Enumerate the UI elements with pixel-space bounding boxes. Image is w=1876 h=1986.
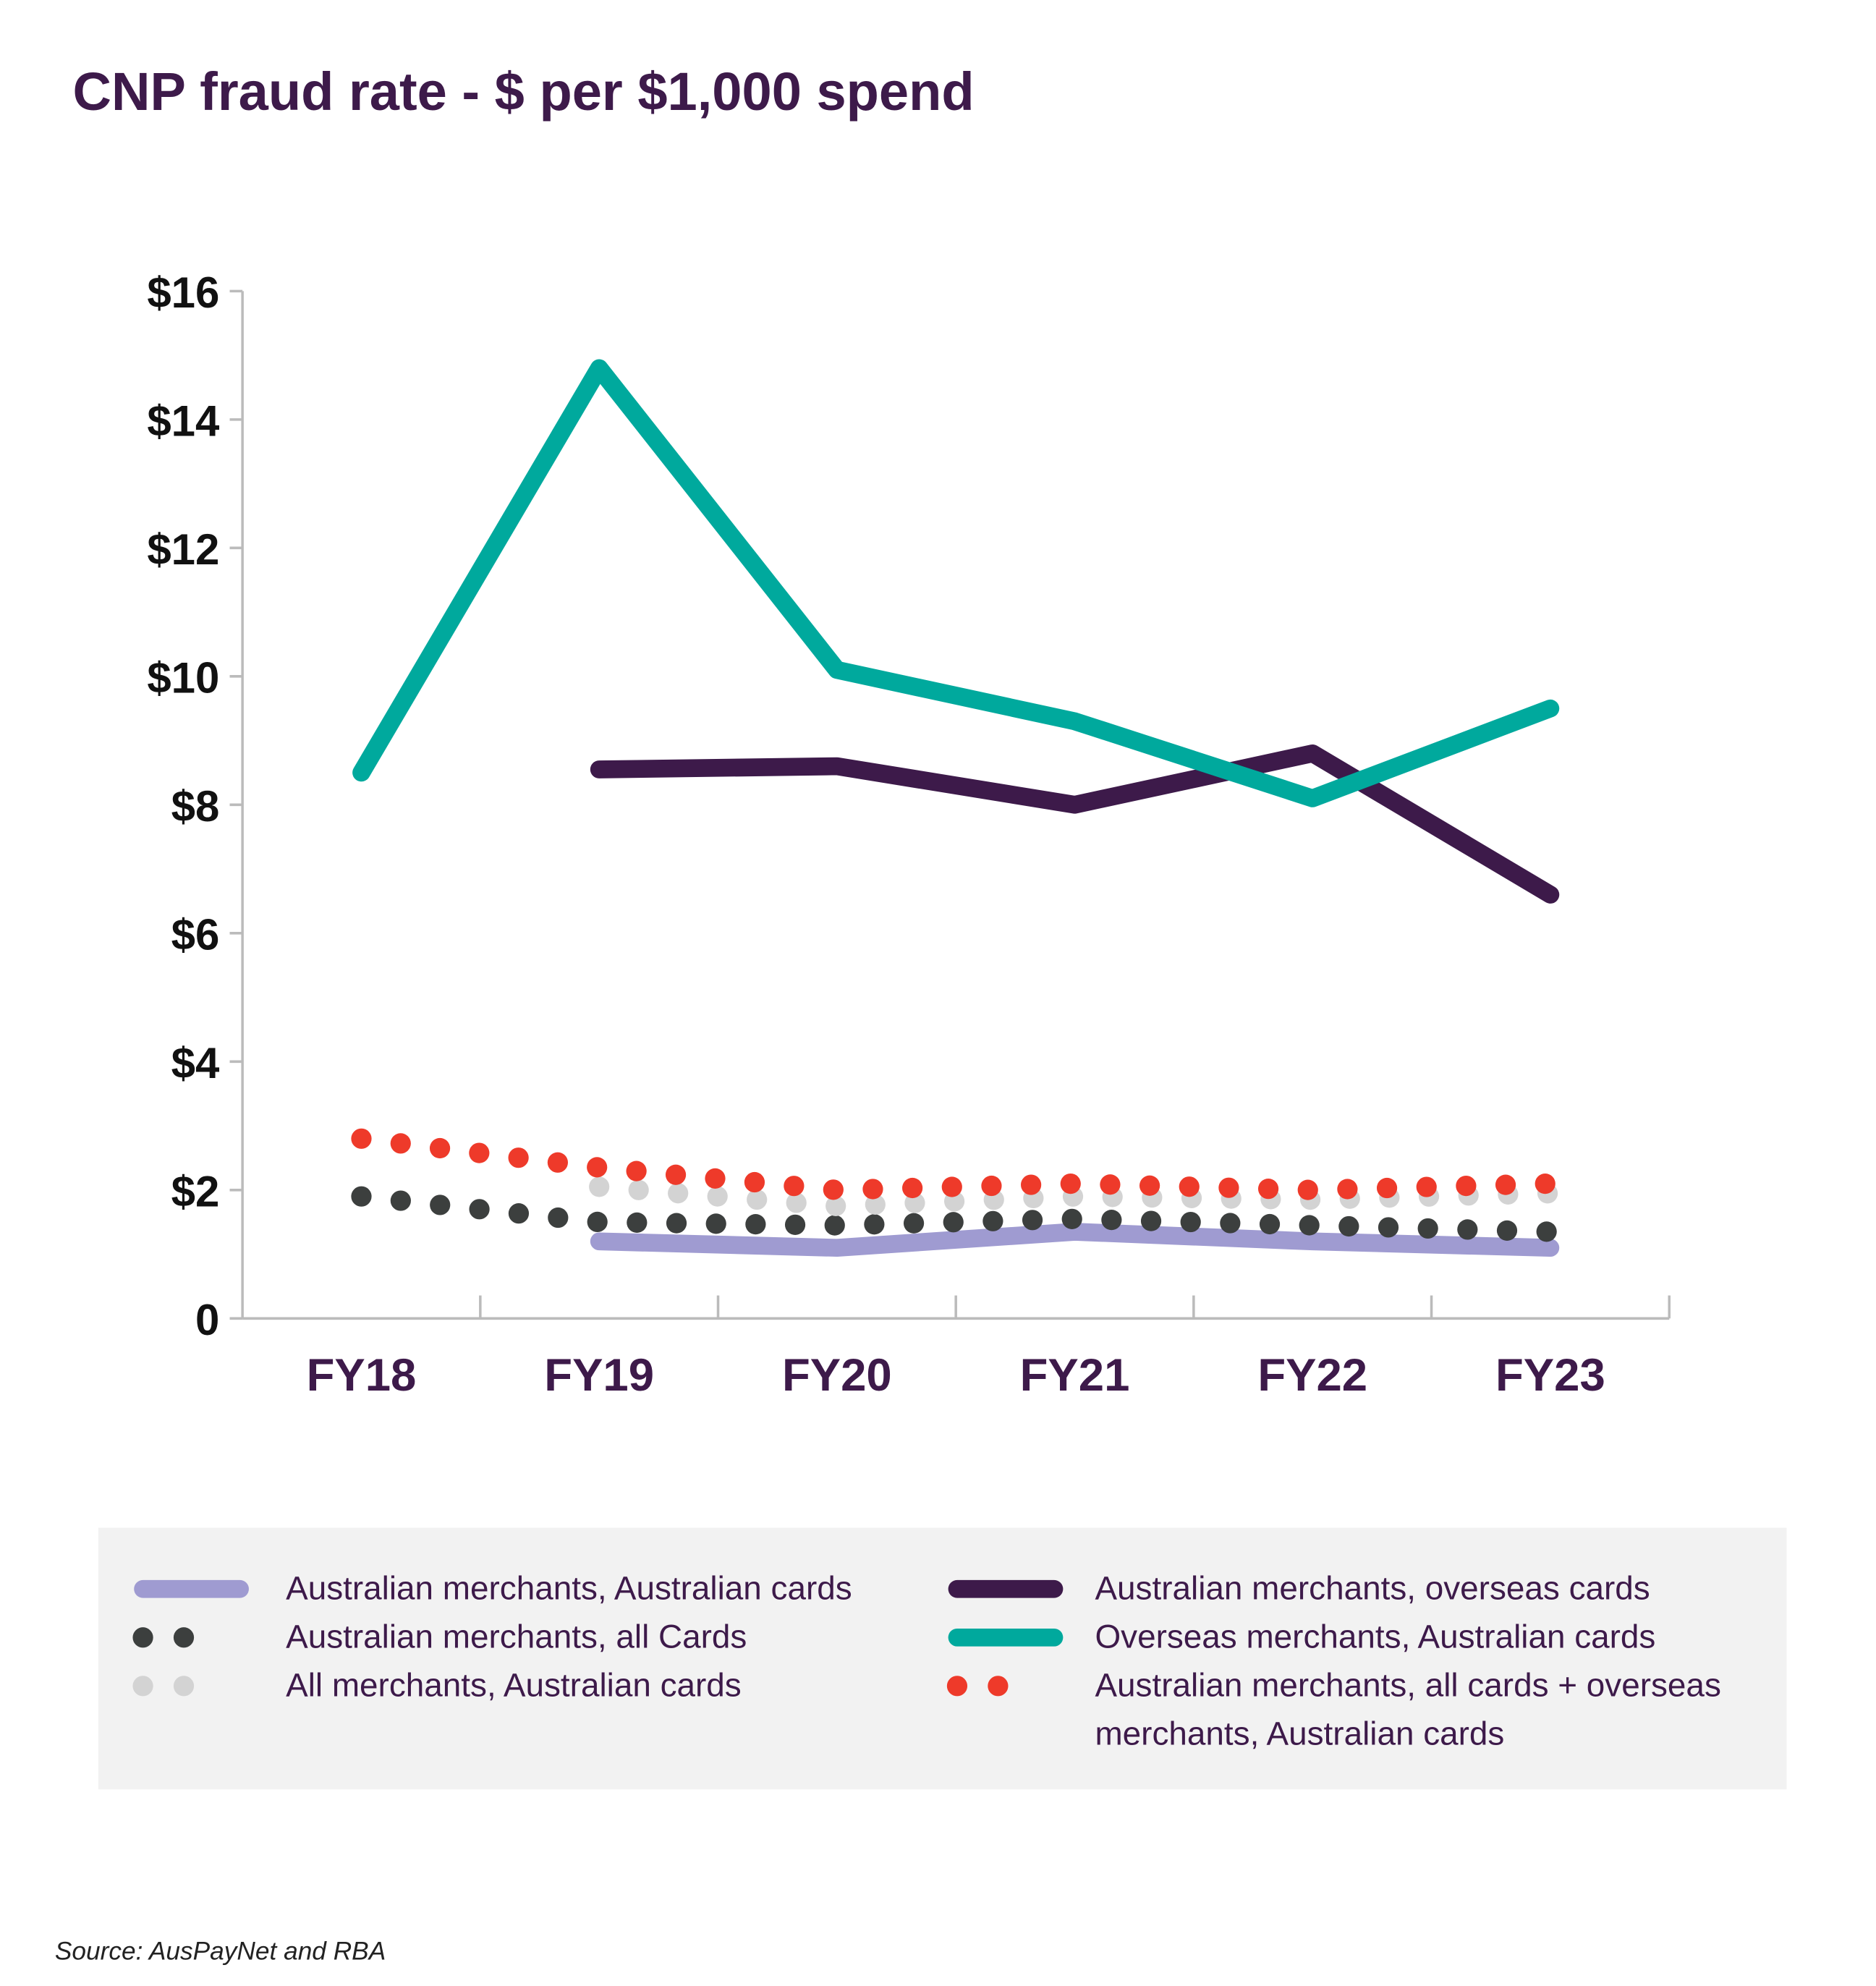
legend-entry: Australian merchants, Australian cards	[286, 1569, 852, 1607]
legend-label: Australian merchants, Australian cards	[286, 1569, 852, 1607]
x-tick-label: FY20	[782, 1350, 892, 1401]
y-tick-label: $4	[171, 1039, 220, 1087]
y-tick-label: $14	[147, 397, 220, 446]
legend-label: All merchants, Australian cards	[286, 1665, 742, 1705]
y-tick-label: $6	[171, 911, 220, 959]
series-line	[589, 1176, 1561, 1217]
y-tick-label: $8	[171, 782, 220, 831]
legend-entry: Australian merchants, overseas cards	[1095, 1569, 1650, 1607]
series-line	[590, 744, 1560, 904]
legend-entry: Australian merchants, all cards + overse…	[1095, 1665, 1721, 1753]
y-tick-label: $16	[147, 268, 219, 317]
legend-label: Overseas merchants, Australian cards	[1095, 1617, 1656, 1655]
series-line	[351, 1128, 1561, 1200]
legend-entry: All merchants, Australian cards	[286, 1665, 742, 1705]
x-tick-label: FY19	[544, 1350, 654, 1401]
source: Source: AusPayNet and RBA	[55, 1937, 386, 1965]
legend-entry: Australian merchants, all Cards	[286, 1617, 747, 1655]
series-line	[352, 359, 1560, 807]
x-tick-label: FY22	[1257, 1350, 1367, 1401]
legend-entry: Overseas merchants, Australian cards	[1095, 1617, 1656, 1655]
chart-title: CNP fraud rate - $ per $1,000 spend	[73, 61, 975, 122]
legend-label: Australian merchants, all cards + overse…	[1095, 1665, 1721, 1753]
y-tick-label: $2	[171, 1168, 220, 1216]
series-line	[590, 1223, 1560, 1257]
x-tick-label: FY23	[1495, 1350, 1605, 1401]
x-tick-label: FY18	[307, 1350, 417, 1401]
series-line	[351, 1186, 1561, 1242]
x-tick-label: FY21	[1020, 1350, 1130, 1401]
y-tick-label: $12	[147, 525, 219, 574]
legend-box	[98, 1527, 1787, 1790]
y-tick-label: $10	[147, 654, 219, 703]
legend-label: Australian merchants, all Cards	[286, 1617, 747, 1655]
legend-label: Australian merchants, overseas cards	[1095, 1569, 1650, 1607]
y-tick-label: 0	[195, 1296, 219, 1344]
